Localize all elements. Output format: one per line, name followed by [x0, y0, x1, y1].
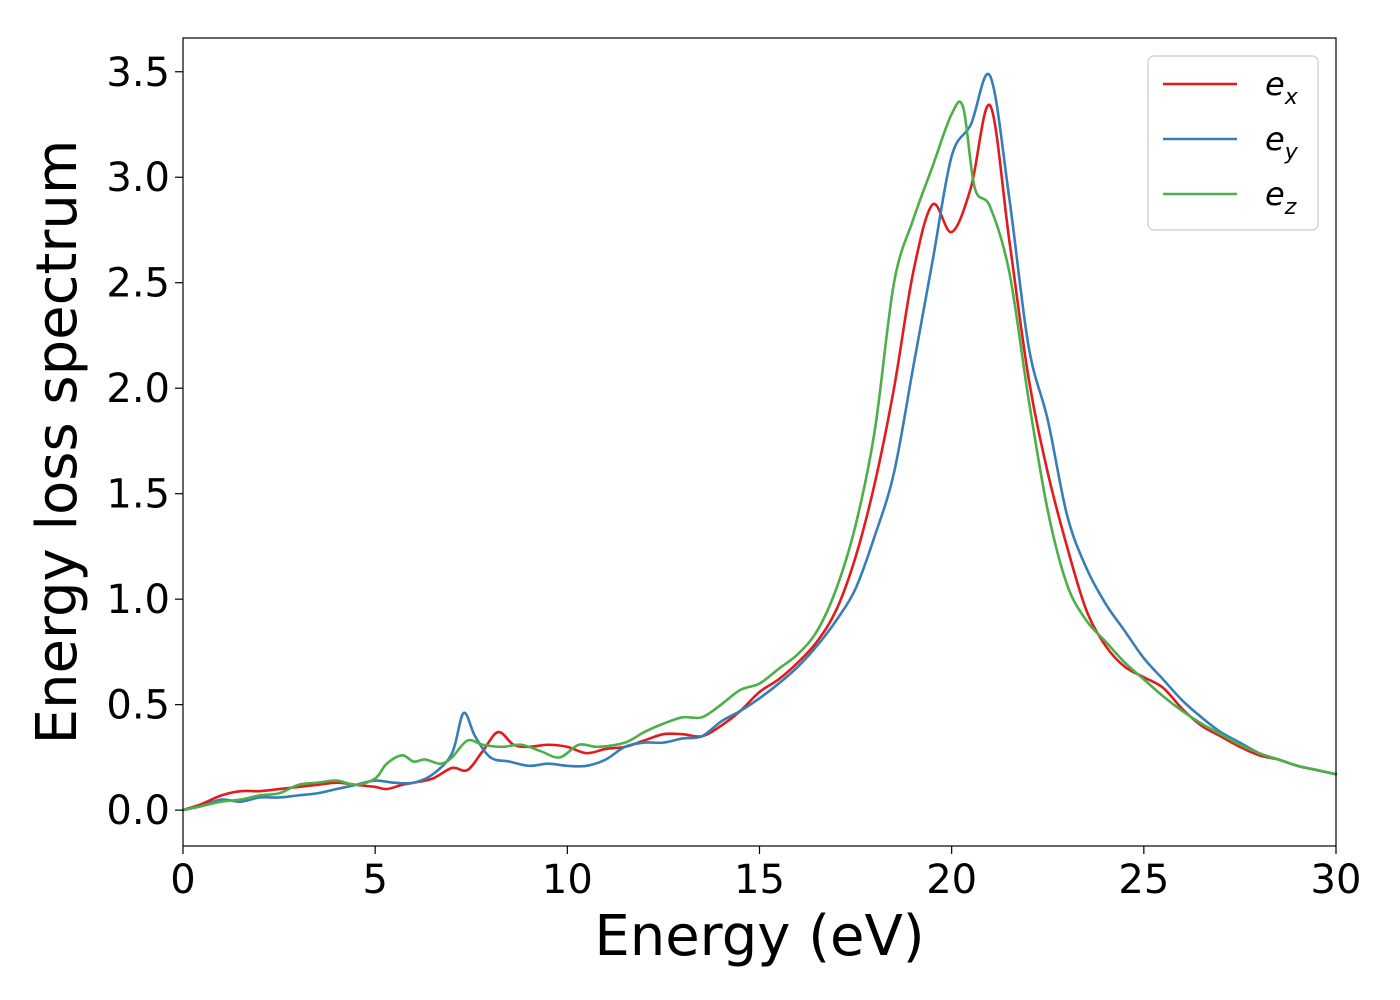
x-tick-label: 0 [170, 857, 195, 903]
y-tick-label: 0.5 [106, 683, 170, 729]
legend-box [1147, 55, 1319, 231]
legend-label-e-z: ez [1265, 175, 1297, 220]
y-tick-label: 1.0 [106, 577, 170, 623]
y-tick-label: 0.0 [106, 788, 170, 834]
y-tick-label: 3.0 [106, 155, 170, 201]
y-tick-label: 3.5 [106, 50, 170, 96]
x-axis: 0 5 10 15 20 25 30 [170, 846, 1361, 903]
y-axis-label: Energy loss spectrum [25, 140, 90, 745]
y-tick-label: 2.5 [106, 261, 170, 307]
series-line-e-x [181, 103, 1338, 812]
series-line-e-z [181, 100, 1338, 812]
x-tick-label: 15 [734, 857, 785, 903]
legend-label-e-y: ey [1265, 120, 1299, 165]
y-tick-label: 2.0 [106, 366, 170, 412]
y-tick-label: 1.5 [106, 472, 170, 518]
series-layer [181, 72, 1338, 812]
y-axis: 0.0 0.5 1.0 1.5 2.0 2.5 3.0 3.5 [106, 50, 183, 834]
legend-label-e-x: ex [1265, 65, 1299, 110]
x-tick-label: 5 [362, 857, 387, 903]
x-tick-label: 20 [926, 857, 977, 903]
x-tick-label: 10 [542, 857, 593, 903]
x-axis-label: Energy (eV) [594, 904, 924, 969]
x-tick-label: 25 [1118, 857, 1169, 903]
x-tick-label: 30 [1311, 857, 1362, 903]
legend: ex ey ez [1147, 55, 1319, 231]
series-line-e-y [181, 72, 1338, 812]
